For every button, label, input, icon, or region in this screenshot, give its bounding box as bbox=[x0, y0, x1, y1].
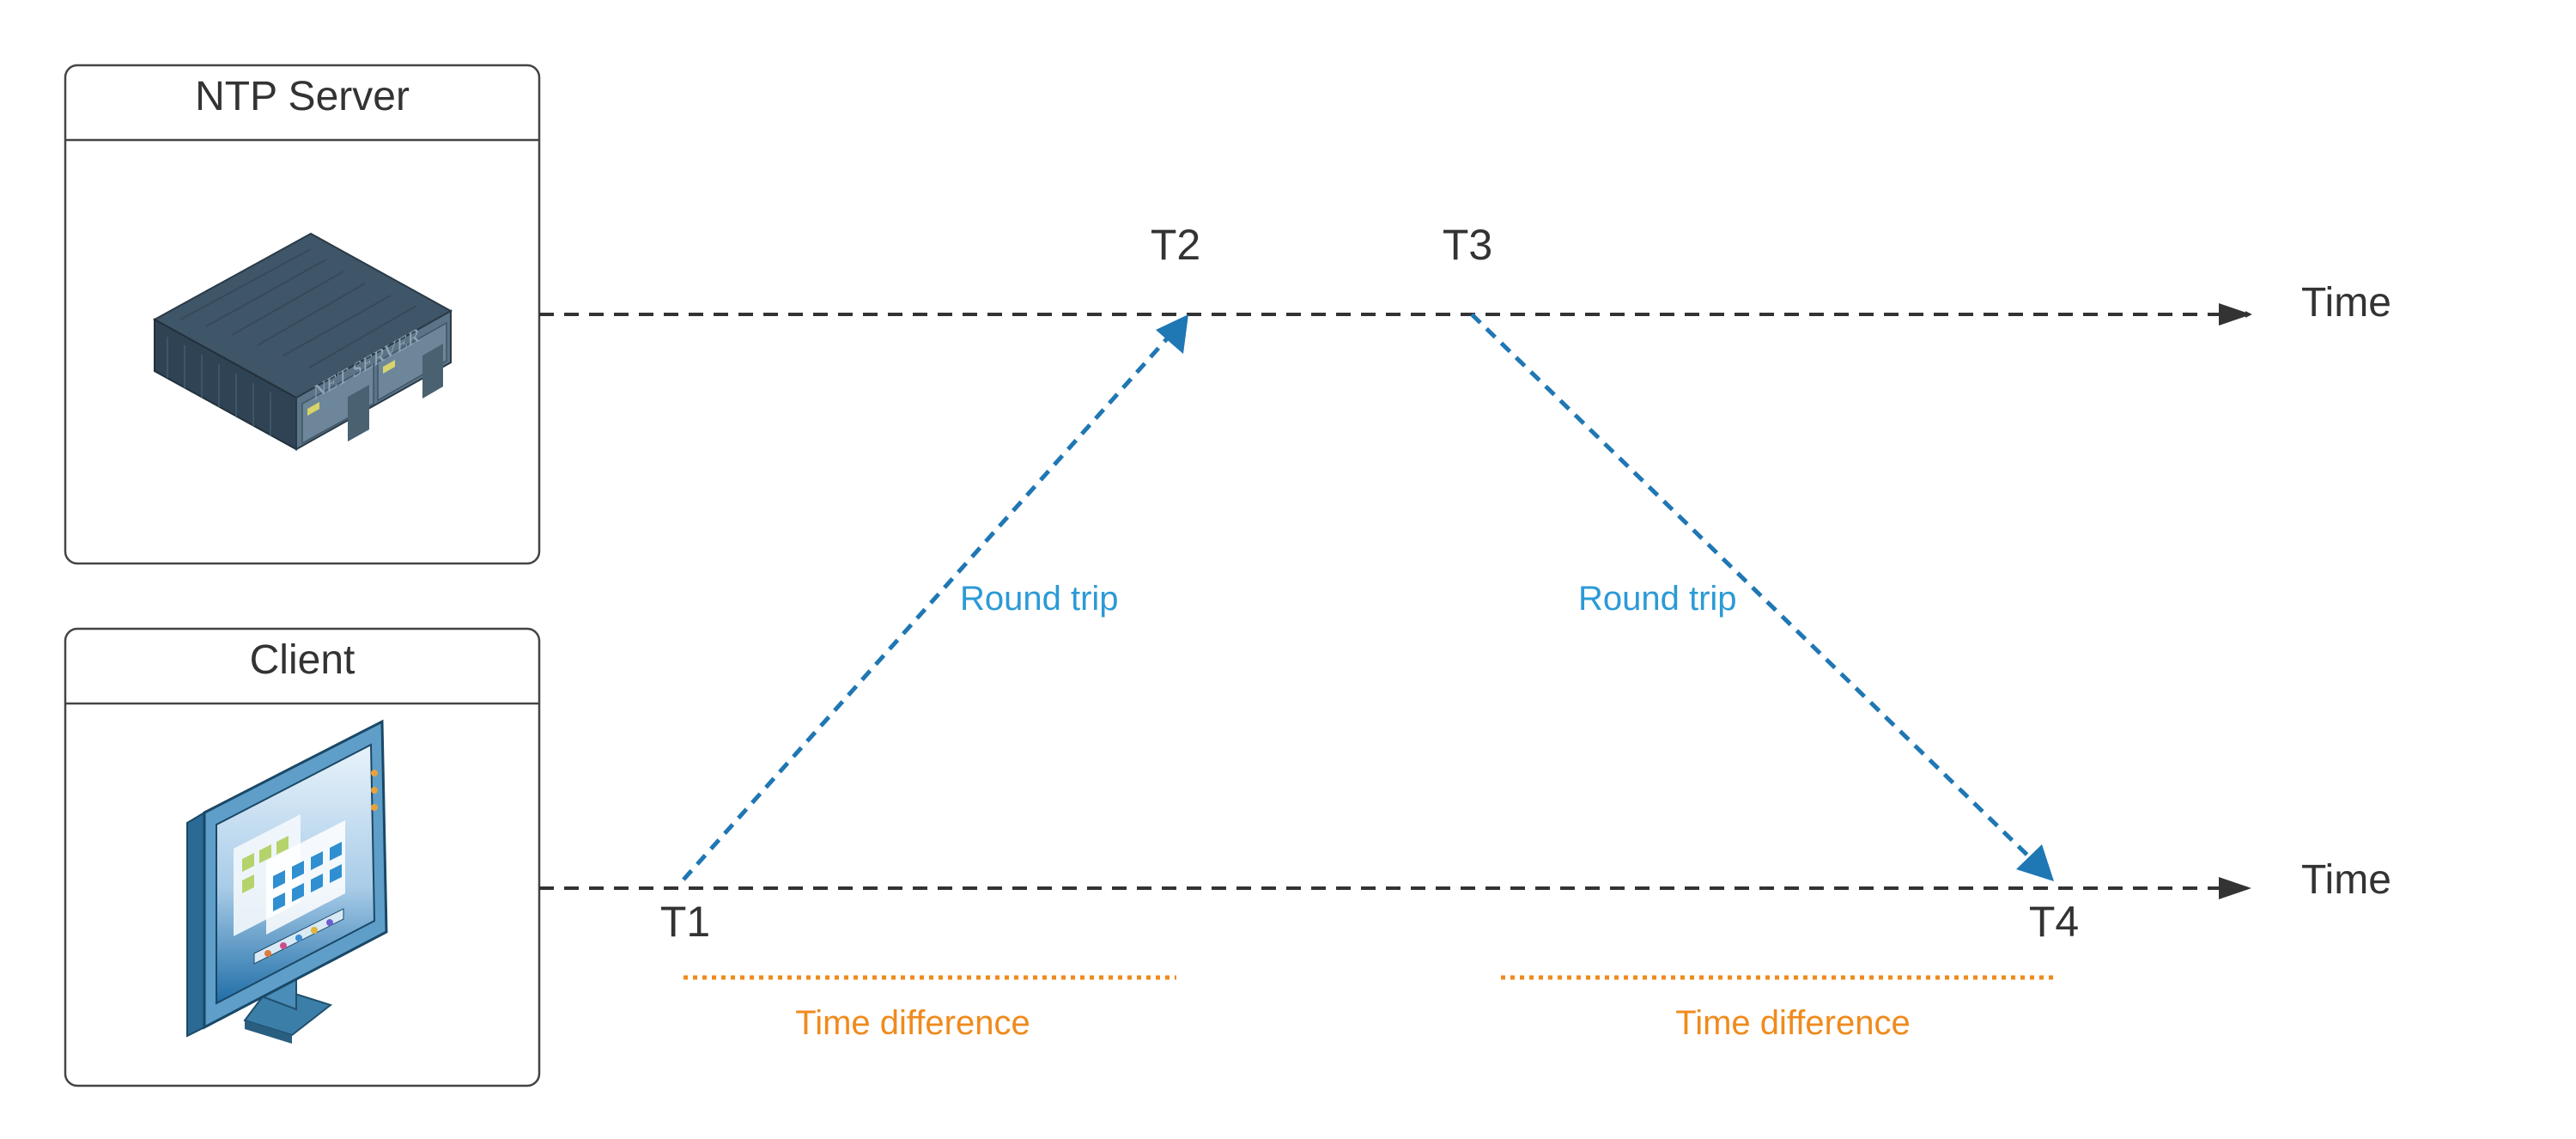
response-label: Round trip bbox=[1578, 580, 1737, 618]
time-difference-left: Time difference bbox=[683, 975, 1176, 1042]
server-timeline-arrowhead bbox=[2219, 303, 2251, 326]
request-message: Round trip bbox=[682, 314, 1188, 881]
client-timeline-arrowhead bbox=[2219, 877, 2251, 899]
client-timeline: Time bbox=[539, 857, 2391, 903]
response-message: Round trip bbox=[1470, 313, 2054, 881]
client-box: Client bbox=[64, 627, 541, 1087]
monitor-icon bbox=[186, 719, 388, 1044]
server-time-label: Time bbox=[2301, 280, 2391, 326]
time-difference-right-label: Time difference bbox=[1675, 1004, 1910, 1042]
time-difference-left-label: Time difference bbox=[795, 1004, 1030, 1042]
server-timeline: Time bbox=[539, 280, 2391, 326]
timestamp-t3: T3 bbox=[1443, 221, 1492, 269]
response-arrowhead bbox=[2016, 844, 2054, 881]
request-arrowhead bbox=[1156, 314, 1188, 354]
client-time-label: Time bbox=[2301, 857, 2391, 903]
timestamp-t4: T4 bbox=[2029, 898, 2079, 946]
request-label: Round trip bbox=[960, 580, 1119, 618]
client-title: Client bbox=[250, 637, 355, 683]
timestamp-t1: T1 bbox=[660, 898, 710, 946]
timestamp-t2: T2 bbox=[1151, 221, 1200, 269]
server-title: NTP Server bbox=[195, 74, 410, 119]
time-difference-right: Time difference bbox=[1501, 975, 2054, 1042]
server-icon: NET SERVER bbox=[152, 232, 453, 451]
server-box: NTP Server bbox=[64, 64, 541, 565]
